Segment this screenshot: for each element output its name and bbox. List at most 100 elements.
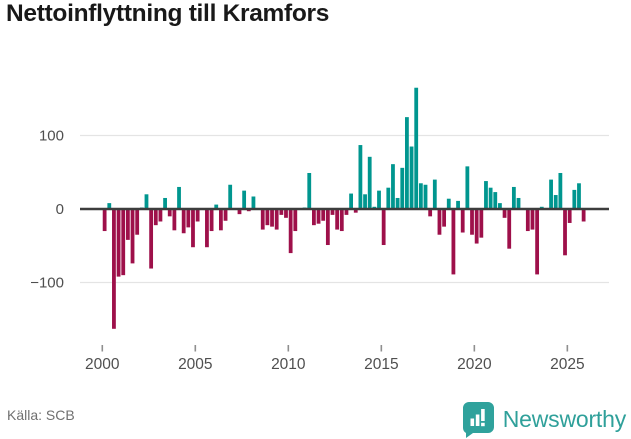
bar-2006Q2: [218, 209, 223, 231]
bar-2000Q3: [112, 209, 116, 329]
bar-2014Q2: [367, 156, 372, 209]
bar-2019Q2: [460, 209, 465, 233]
bar-2009Q1: [270, 209, 274, 227]
bar-2003Q4: [172, 209, 177, 231]
exclamation-stem-glyph: [480, 409, 485, 421]
bar-2020Q4: [488, 187, 493, 210]
bar-2025Q4: [581, 209, 586, 222]
bar-2002Q3: [149, 209, 154, 269]
bar-2002Q2: [144, 194, 149, 209]
x-tick-label-2005: 2005: [178, 356, 212, 373]
bar-2015Q2: [386, 187, 391, 210]
bar-2005Q1: [195, 209, 200, 222]
bar-2006Q3: [223, 209, 228, 221]
bar-2016Q1: [400, 167, 405, 209]
bar-2017Q4: [432, 179, 437, 209]
bar-2016Q4: [414, 87, 419, 209]
bar-2022Q2: [516, 197, 521, 209]
chart-title: Nettoinflyttning till Kramfors: [6, 0, 330, 27]
bar-2017Q3: [428, 209, 433, 217]
bar-2020Q1: [474, 209, 479, 244]
bar-2015Q1: [381, 209, 386, 246]
bar-2024Q2: [553, 195, 558, 209]
x-tick-label-2010: 2010: [271, 356, 306, 373]
bar-2024Q4: [563, 209, 567, 256]
x-tick-label-2025: 2025: [550, 356, 584, 373]
newsworthy-logo[interactable]: Newsworthy: [462, 401, 626, 438]
bar-2013Q3: [353, 209, 358, 213]
bar-2017Q1: [418, 183, 423, 209]
bar-2010Q1: [288, 209, 293, 254]
bar-2006Q1: [214, 204, 219, 209]
bar-2010Q2: [293, 209, 298, 232]
bar-2020Q2: [479, 209, 484, 238]
bar-2022Q4: [525, 209, 530, 232]
bar-2024Q3: [558, 172, 563, 210]
bar-2021Q3: [502, 209, 507, 218]
bar-2022Q1: [511, 186, 516, 209]
bar-2001Q3: [130, 209, 135, 264]
source-note: Källa: SCB: [7, 407, 75, 423]
bar-2004Q2: [181, 209, 186, 234]
bar-2025Q2: [572, 189, 577, 209]
bar-2023Q1: [530, 209, 535, 230]
bar-2019Q3: [465, 166, 470, 209]
bar-2000Q4: [116, 209, 121, 277]
newsworthy-wordmark: Newsworthy: [502, 406, 626, 432]
bar-2011Q2: [312, 209, 316, 226]
bar-2008Q4: [265, 209, 270, 226]
bar-2002Q4: [153, 209, 158, 226]
bar-2009Q3: [279, 209, 284, 215]
bar-2014Q4: [377, 190, 381, 210]
bar-2011Q1: [307, 172, 312, 210]
x-tick-label-2015: 2015: [364, 356, 398, 373]
bar-2003Q3: [167, 209, 172, 217]
bar-2014Q1: [363, 194, 367, 209]
newsworthy-bubble-icon: [462, 402, 494, 438]
bar-2008Q3: [260, 209, 265, 230]
bar-2018Q2: [442, 209, 447, 227]
bar-2018Q4: [451, 209, 456, 275]
bar-2000Q1: [102, 209, 107, 232]
bar-2025Q3: [577, 183, 581, 209]
bar-2003Q1: [158, 209, 163, 222]
bar-2023Q2: [535, 209, 540, 275]
bar-2006Q4: [228, 184, 233, 209]
bar-2009Q4: [284, 209, 288, 218]
bar-2008Q1: [251, 196, 256, 209]
bar-glyph-2: [475, 414, 480, 426]
bar-2012Q4: [339, 209, 344, 232]
bar-2024Q1: [549, 179, 553, 209]
bar-2013Q4: [358, 145, 363, 210]
bar-2011Q4: [321, 209, 326, 221]
bar-2007Q2: [237, 209, 242, 215]
exclamation-dot-glyph: [480, 422, 485, 427]
bar-2009Q2: [274, 209, 279, 230]
bar-2021Q2: [498, 203, 502, 209]
bar-2012Q3: [335, 209, 340, 230]
bar-2025Q1: [567, 209, 572, 223]
bar-2011Q3: [316, 209, 321, 224]
bar-2005Q4: [209, 209, 214, 232]
bar-2001Q1: [121, 209, 126, 276]
bar-2004Q3: [186, 209, 191, 228]
bar-2017Q2: [423, 184, 428, 209]
bar-2013Q2: [349, 193, 353, 209]
bar-2001Q4: [135, 209, 140, 235]
bar-2021Q4: [507, 209, 512, 249]
bar-glyph-1: [470, 418, 474, 426]
bar-2018Q3: [446, 198, 451, 209]
bar-2015Q4: [395, 197, 400, 209]
bar-2021Q1: [493, 192, 498, 209]
bar-2015Q3: [391, 164, 395, 209]
y-tick-label--100: −100: [30, 275, 64, 292]
bar-2004Q1: [177, 186, 181, 209]
bar-2012Q1: [325, 209, 330, 246]
bar-2004Q4: [191, 209, 195, 248]
bar-2016Q2: [405, 117, 409, 210]
bar-chart: 100 0 −100 2000 2005 2010 2015 2020 2025: [30, 87, 609, 373]
bar-2005Q3: [205, 209, 209, 248]
y-tick-label-0: 0: [56, 201, 64, 218]
bar-2019Q4: [470, 209, 474, 235]
